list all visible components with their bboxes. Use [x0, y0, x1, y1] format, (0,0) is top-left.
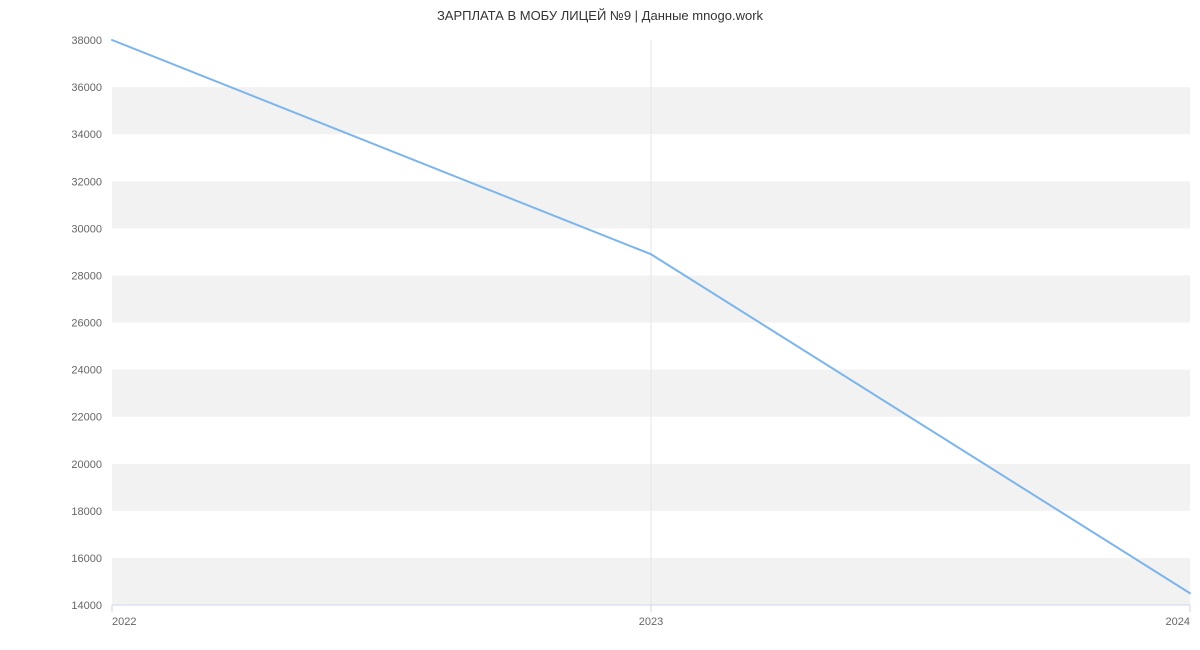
- y-tick-label: 38000: [71, 35, 102, 47]
- chart-svg: 2022 2023 2024 14000 16000 18000 20000 22000 240…: [0, 0, 1200, 650]
- chart-title: ЗАРПЛАТА В МОБУ ЛИЦЕЙ №9 | Данные mnogo.…: [0, 8, 1200, 23]
- y-tick-label: 32000: [71, 176, 102, 188]
- y-tick-label: 16000: [71, 553, 102, 565]
- x-tick-label: 2023: [639, 616, 663, 628]
- y-tick-label: 34000: [71, 129, 102, 141]
- y-tick-label: 30000: [71, 223, 102, 235]
- salary-line-chart: ЗАРПЛАТА В МОБУ ЛИЦЕЙ №9 | Данные mnogo.…: [0, 0, 1200, 650]
- y-tick-label: 24000: [71, 365, 102, 377]
- x-tick-label: 2024: [1166, 616, 1190, 628]
- y-tick-label: 18000: [71, 506, 102, 518]
- x-tick-label: 2022: [112, 616, 136, 628]
- y-tick-label: 14000: [71, 600, 102, 612]
- y-tick-label: 20000: [71, 459, 102, 471]
- y-tick-label: 26000: [71, 318, 102, 330]
- y-tick-label: 22000: [71, 412, 102, 424]
- y-tick-label: 28000: [71, 270, 102, 282]
- y-tick-label: 36000: [71, 82, 102, 94]
